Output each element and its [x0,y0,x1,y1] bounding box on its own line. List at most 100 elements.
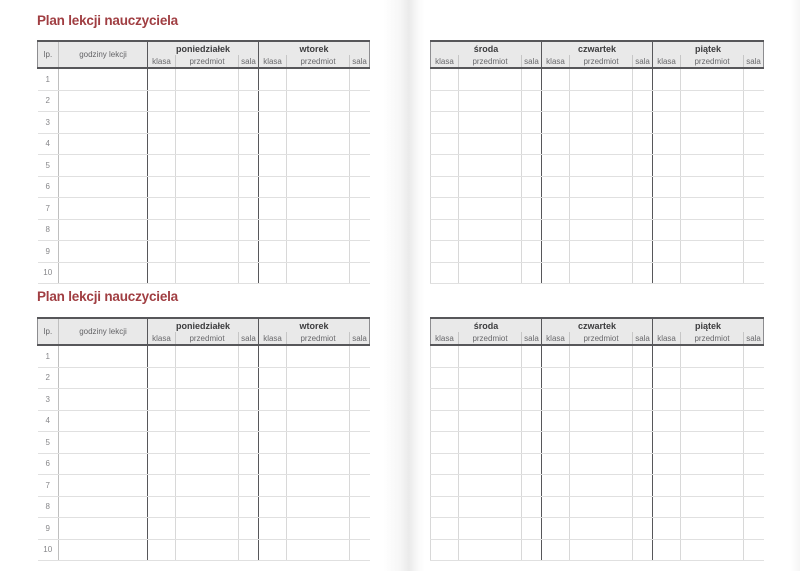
klasa-cell [258,111,287,134]
klasa-cell [652,388,681,411]
klasa-cell [258,539,287,561]
klasa-cell [652,345,681,368]
day-header: środa [429,40,542,55]
day-header: środa [429,317,542,332]
przedmiot-cell [569,262,633,284]
przedmiot-cell [175,496,239,518]
page-title-bottom: Plan lekcji nauczyciela [37,289,178,304]
przedmiot-cell [286,496,350,518]
przedmiot-cell [458,388,522,411]
hours-cell [58,90,148,112]
sala-cell [743,68,764,91]
day-header: poniedziałek [146,40,259,55]
sala-cell [237,367,259,389]
przedmiot-cell [680,197,744,220]
przedmiot-cell [680,453,744,475]
klasa-cell [541,517,570,540]
przedmiot-cell [286,133,350,155]
subcolumn-header: przedmiot [458,332,522,346]
sala-cell [632,133,653,155]
day-header: wtorek [258,317,371,332]
klasa-cell [430,453,459,475]
sala-cell [349,219,370,241]
klasa-cell [147,539,176,561]
row-number-cell: 3 [37,388,59,411]
sala-cell [743,133,764,155]
przedmiot-cell [569,133,633,155]
klasa-cell [541,453,570,475]
klasa-cell [147,410,176,432]
klasa-cell [541,367,570,389]
sala-cell [632,68,653,91]
sala-cell [349,496,370,518]
przedmiot-cell [569,474,633,497]
hours-cell [58,154,148,177]
sala-cell [349,431,370,454]
klasa-cell [430,90,459,112]
przedmiot-cell [175,367,239,389]
hours-cell [58,240,148,263]
row-number-cell: 7 [37,474,59,497]
klasa-cell [430,431,459,454]
row-number-cell: 6 [37,453,59,475]
row-number-cell: 9 [37,240,59,263]
klasa-cell [541,197,570,220]
sala-cell [349,111,370,134]
lp-header: lp. [37,40,59,69]
sala-cell [632,431,653,454]
klasa-cell [541,133,570,155]
przedmiot-cell [458,197,522,220]
przedmiot-cell [680,68,744,91]
przedmiot-cell [286,176,350,198]
sala-cell [632,453,653,475]
page-title-top: Plan lekcji nauczyciela [37,13,178,28]
klasa-cell [147,388,176,411]
przedmiot-cell [458,133,522,155]
sala-cell [349,517,370,540]
day-header: poniedziałek [146,317,259,332]
subcolumn-header: klasa [541,55,570,69]
klasa-cell [258,388,287,411]
sala-cell [743,367,764,389]
klasa-cell [258,410,287,432]
sala-cell [743,539,764,561]
klasa-cell [147,176,176,198]
sala-cell [237,388,259,411]
sala-cell [349,474,370,497]
subcolumn-header: przedmiot [286,332,350,346]
sala-cell [349,90,370,112]
schedule-table-mon-tue-top: lp. godziny lekcji poniedziałek wtorek klasa… [37,40,371,284]
sala-cell [520,410,542,432]
przedmiot-cell [286,90,350,112]
klasa-cell [541,539,570,561]
sala-cell [237,219,259,241]
sala-cell [743,474,764,497]
sala-cell [743,154,764,177]
sala-cell [743,240,764,263]
klasa-cell [147,262,176,284]
row-number-cell: 5 [37,431,59,454]
sala-cell [520,345,542,368]
subcolumn-header: klasa [541,332,570,346]
hours-cell [58,111,148,134]
lesson-plan-table: środa czwartek piątek klasa przedmiot sala kla… [429,317,765,561]
sala-cell [632,474,653,497]
sala-cell [520,68,542,91]
przedmiot-cell [458,90,522,112]
przedmiot-cell [458,453,522,475]
klasa-cell [652,539,681,561]
sala-cell [520,219,542,241]
lesson-plan-table: środa czwartek piątek klasa przedmiot sala kla… [429,40,765,284]
klasa-cell [430,133,459,155]
sala-cell [237,453,259,475]
przedmiot-cell [175,517,239,540]
klasa-cell [652,219,681,241]
przedmiot-cell [175,388,239,411]
hours-cell [58,539,148,561]
klasa-cell [147,345,176,368]
klasa-cell [258,240,287,263]
sala-cell [520,517,542,540]
sala-cell [237,431,259,454]
przedmiot-cell [569,176,633,198]
przedmiot-cell [175,240,239,263]
